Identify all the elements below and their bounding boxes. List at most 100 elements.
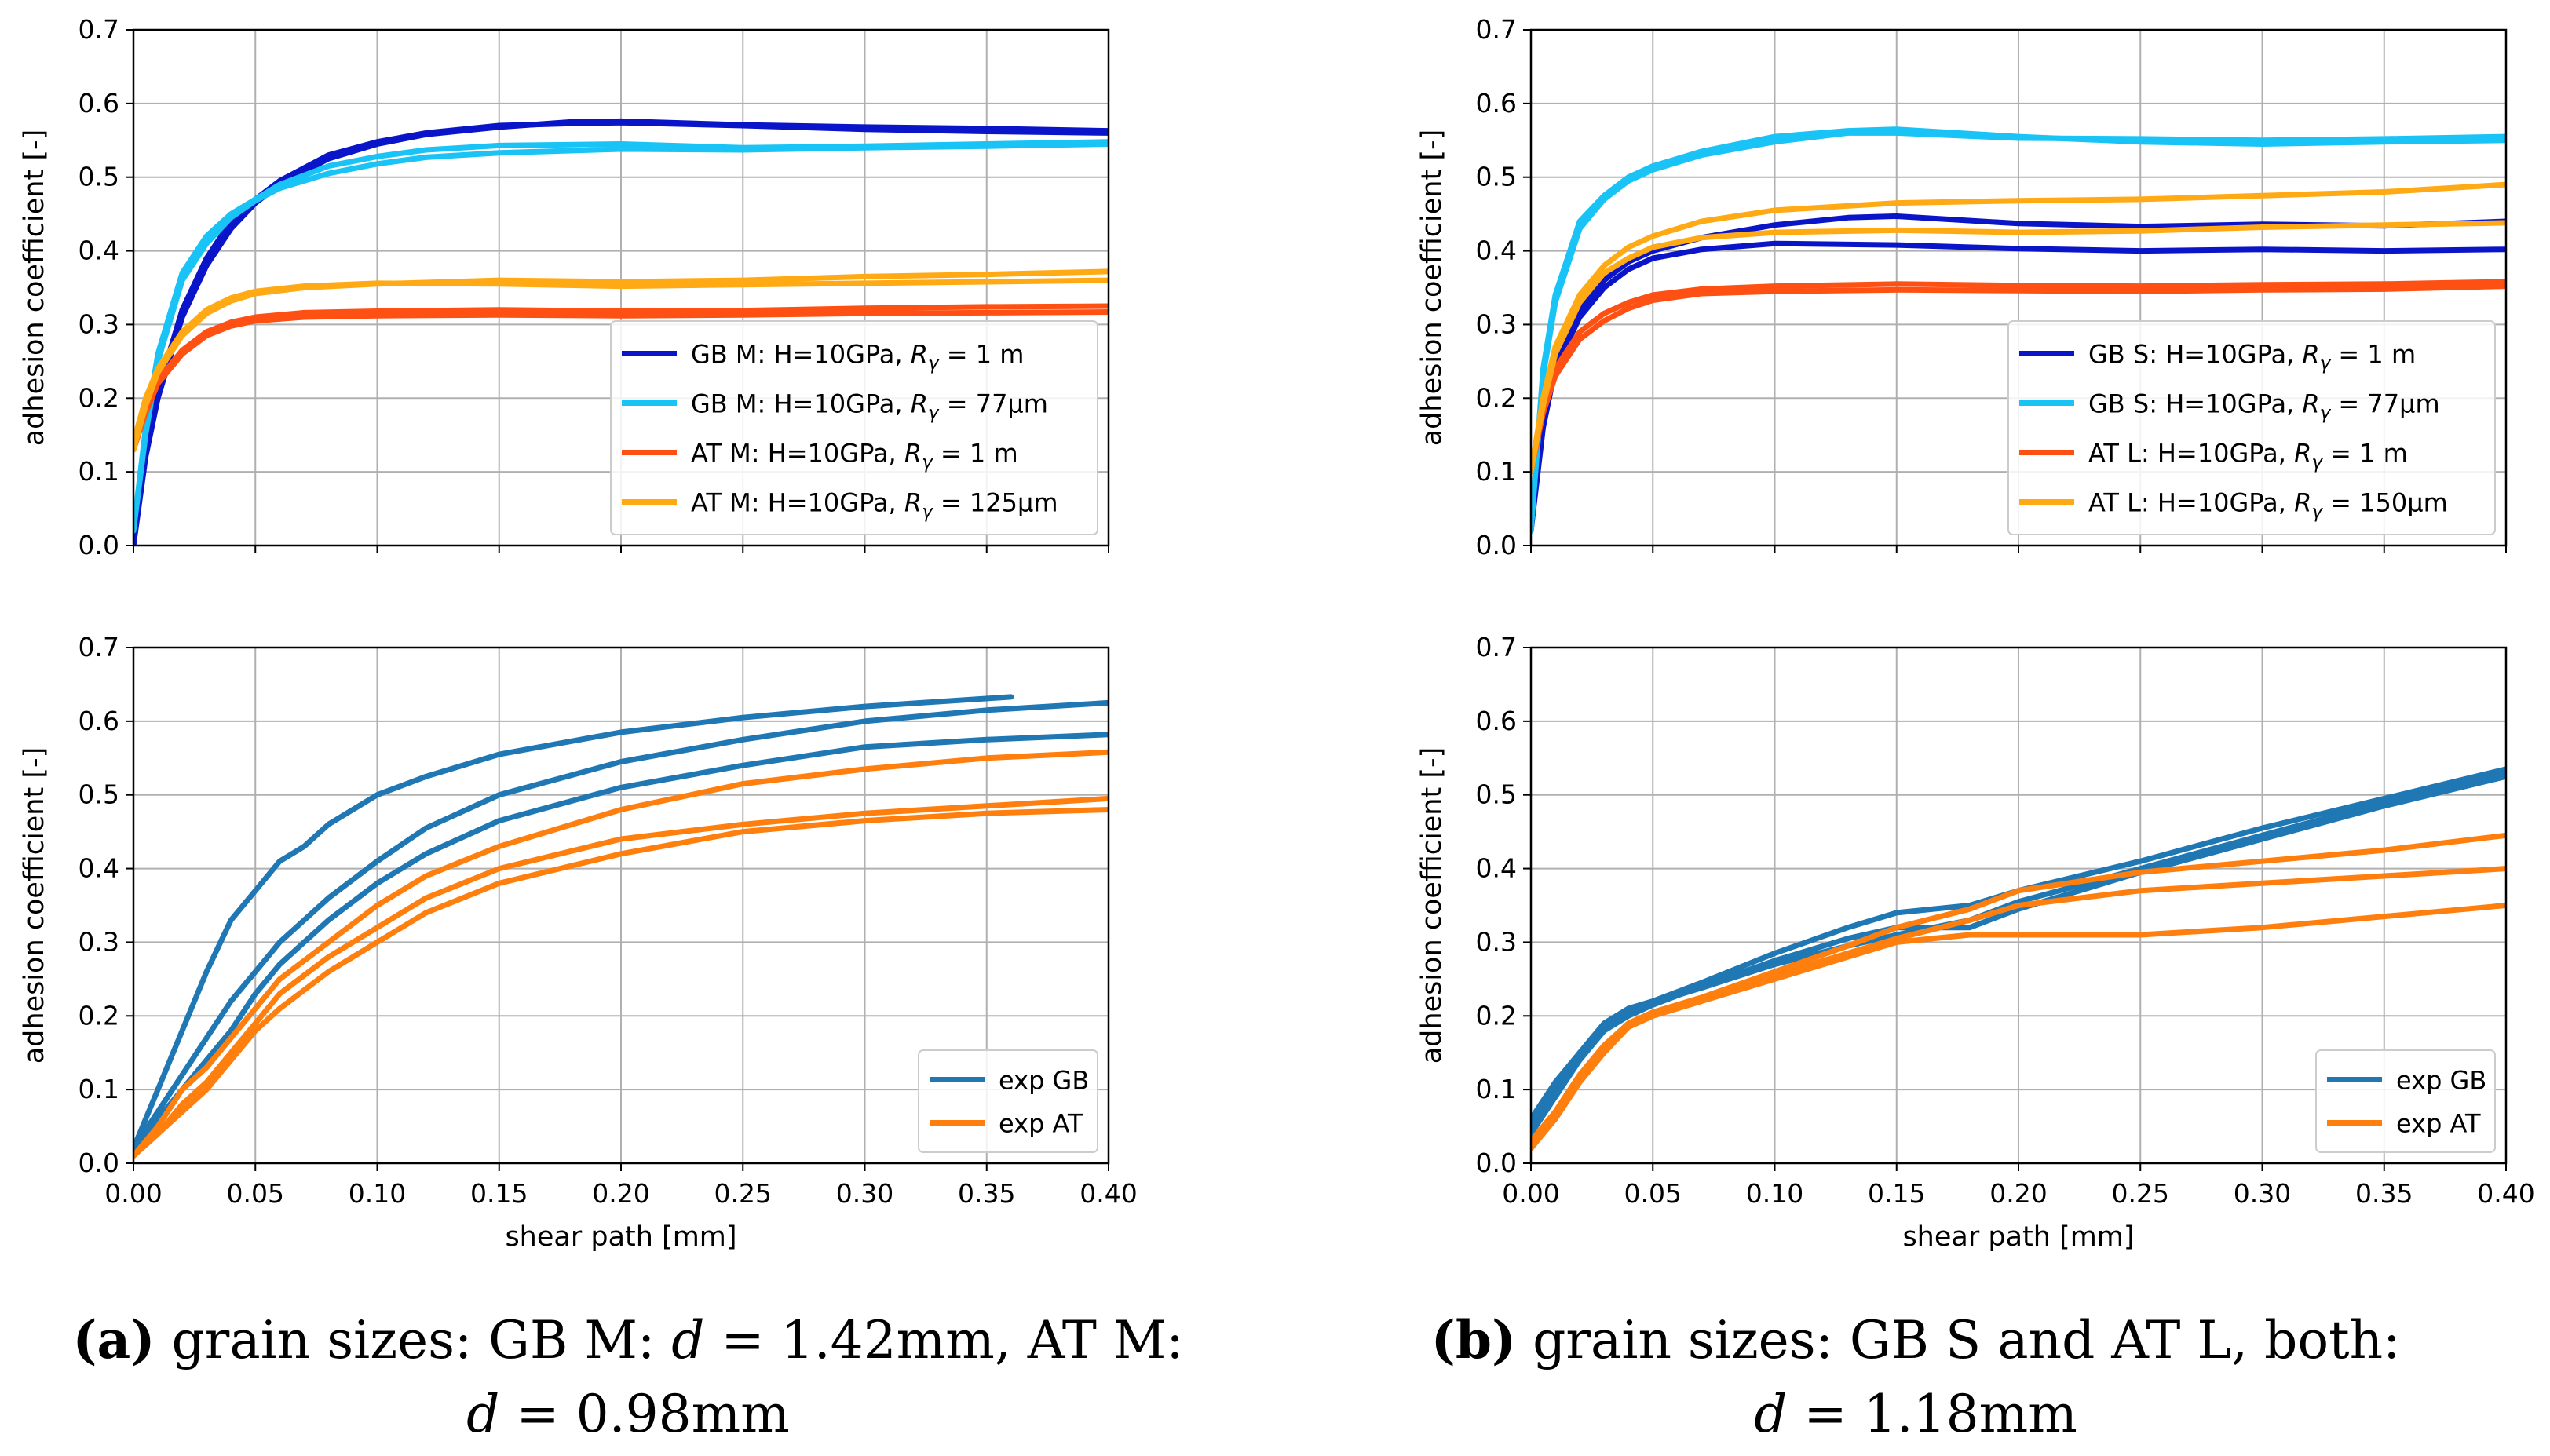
legend-label-text: AT L: H=10GPa, — [2088, 439, 2294, 469]
caption-b-tag: (b) — [1430, 1309, 1517, 1370]
y-tick-label: 0.3 — [1476, 926, 1517, 957]
y-tick-label: 0.4 — [1476, 235, 1517, 266]
y-tick-label: 0.1 — [79, 1074, 119, 1104]
caption-a: (a) grain sizes: GB M: d = 1.42mm, AT M:… — [0, 1303, 1256, 1451]
legend-label-gamma: γ — [2311, 502, 2323, 523]
series-line — [1531, 770, 2506, 1122]
y-tick-label: 0.7 — [79, 632, 119, 662]
legend-label-text: AT M: H=10GPa, — [691, 439, 904, 469]
legend-label-text: exp GB — [2396, 1066, 2486, 1096]
legend-label-gamma: γ — [2320, 403, 2332, 424]
legend-label-r: R — [911, 389, 928, 419]
legend-label-value: = 150μm — [2322, 488, 2448, 518]
x-axis-label: shear path [mm] — [1902, 1221, 2134, 1253]
legend-label-text: AT L: H=10GPa, — [2088, 488, 2294, 518]
axes-frame — [132, 646, 1110, 1165]
y-tick-label: 0.0 — [1476, 530, 1517, 560]
series-line — [1531, 903, 2506, 1144]
legend-label: exp GB — [999, 1066, 1089, 1096]
x-tick-label: 0.10 — [349, 1178, 406, 1209]
series-line — [1531, 220, 2506, 475]
x-tick-label: 0.05 — [227, 1178, 284, 1209]
y-tick-label: 0.5 — [79, 162, 119, 192]
legend-label-value: = 125μm — [933, 488, 1058, 518]
series-line — [133, 119, 1109, 546]
caption-a-tag: (a) — [72, 1309, 155, 1370]
caption-a-text: grain sizes: GB M: — [155, 1310, 672, 1370]
x-tick-label: 0.20 — [592, 1178, 649, 1209]
x-tick-label: 0.25 — [714, 1178, 772, 1209]
series-line — [1531, 283, 2506, 475]
series-line — [133, 795, 1109, 1159]
y-tick-label: 0.2 — [79, 1000, 119, 1031]
y-tick-label: 0.2 — [79, 382, 119, 413]
x-tick-label: 0.00 — [104, 1178, 162, 1209]
legend-label: GB M: H=10GPa, Rγ = 77μm — [691, 389, 1048, 424]
x-tick-label: 0.15 — [470, 1178, 528, 1209]
y-tick-label: 0.4 — [79, 853, 119, 884]
y-tick-label: 0.1 — [79, 456, 119, 487]
legend-label-text: GB S: H=10GPa, — [2088, 389, 2302, 419]
y-tick-label: 0.2 — [1476, 1000, 1517, 1031]
y-tick-label: 0.7 — [1476, 632, 1517, 662]
legend-label: AT L: H=10GPa, Rγ = 150μm — [2088, 488, 2448, 523]
legend-box — [2007, 320, 2496, 535]
legend-label-gamma: γ — [928, 403, 940, 424]
y-tick-label: 0.5 — [1476, 779, 1517, 810]
y-axis-label: adhesion coefficient [-] — [19, 130, 50, 447]
y-tick-label: 0.1 — [1476, 1074, 1517, 1104]
caption-b: (b) grain sizes: GB S and AT L, both: d … — [1288, 1303, 2544, 1451]
legend-label-r: R — [911, 340, 928, 370]
x-tick-label: 0.40 — [2477, 1178, 2534, 1209]
x-tick-label: 0.20 — [1989, 1178, 2047, 1209]
y-tick-label: 0.6 — [1476, 88, 1517, 119]
series-group — [1531, 126, 2506, 534]
legend-label-gamma: γ — [2320, 354, 2332, 374]
series-group — [133, 694, 1109, 1159]
series-group — [1531, 766, 2506, 1151]
legend-label-text: exp AT — [999, 1109, 1083, 1139]
y-axis-label: adhesion coefficient [-] — [1416, 130, 1448, 447]
series-line — [133, 694, 1014, 1151]
legend-label-r: R — [2294, 488, 2311, 518]
legend-label-text: GB M: H=10GPa, — [691, 389, 911, 419]
legend-label-r: R — [2302, 389, 2319, 419]
figure-canvas: 0.0 0.1 0.2 0.3 0.4 0.5 0.6 0.7 adhesion coeffic… — [19, 14, 2535, 1253]
legend-label-gamma: γ — [2311, 453, 2323, 473]
x-tick-label: 0.05 — [1624, 1178, 1682, 1209]
x-tick-label: 0.25 — [2112, 1178, 2169, 1209]
series-line — [133, 303, 1109, 446]
y-tick-label: 0.4 — [79, 235, 119, 266]
y-tick-label: 0.6 — [79, 88, 119, 119]
caption-b-text: grain sizes: GB S and AT L, both: — [1516, 1310, 2401, 1370]
y-tick-label: 0.1 — [1476, 456, 1517, 487]
caption-a-eq1: = 1.42mm, AT M: — [704, 1310, 1184, 1370]
y-tick-label: 0.0 — [1476, 1148, 1517, 1178]
axes-frame — [132, 28, 1110, 547]
panel-a-bottom: 0.00 0.05 0.10 0.15 0.20 0.25 0.30 0.35 0.40 0.0 0… — [19, 632, 1138, 1253]
y-tick-label: 0.5 — [1476, 162, 1517, 192]
series-line — [1531, 866, 2506, 1151]
axes-frame — [1529, 28, 2508, 547]
legend-label-r: R — [904, 488, 922, 518]
y-tick-label: 0.0 — [79, 1148, 119, 1178]
x-tick-label: 0.30 — [836, 1178, 893, 1209]
y-tick-label: 0.0 — [79, 530, 119, 560]
legend-label: exp GB — [2396, 1066, 2486, 1096]
legend-label-gamma: γ — [922, 502, 933, 523]
legend-label-value: = 1 m — [2322, 439, 2408, 469]
legend-label-r: R — [2302, 340, 2319, 370]
x-tick-label: 0.35 — [2355, 1178, 2413, 1209]
series-line — [1531, 126, 2506, 534]
legend-label-value: = 1 m — [2330, 340, 2416, 370]
legend-label-r: R — [2294, 439, 2311, 469]
panel-b-top: 0.0 0.1 0.2 0.3 0.4 0.5 0.6 0.7 adhesion coeffic… — [1416, 14, 2508, 560]
x-tick-label: 0.40 — [1080, 1178, 1137, 1209]
series-line — [1531, 213, 2506, 534]
x-tick-label: 0.10 — [1746, 1178, 1803, 1209]
caption-b-eq1: = 1.18mm — [1787, 1384, 2077, 1444]
x-tick-label: 0.35 — [958, 1178, 1015, 1209]
y-tick-label: 0.6 — [79, 706, 119, 736]
y-tick-label: 0.3 — [1476, 308, 1517, 339]
legend-label-value: = 1 m — [939, 340, 1025, 370]
